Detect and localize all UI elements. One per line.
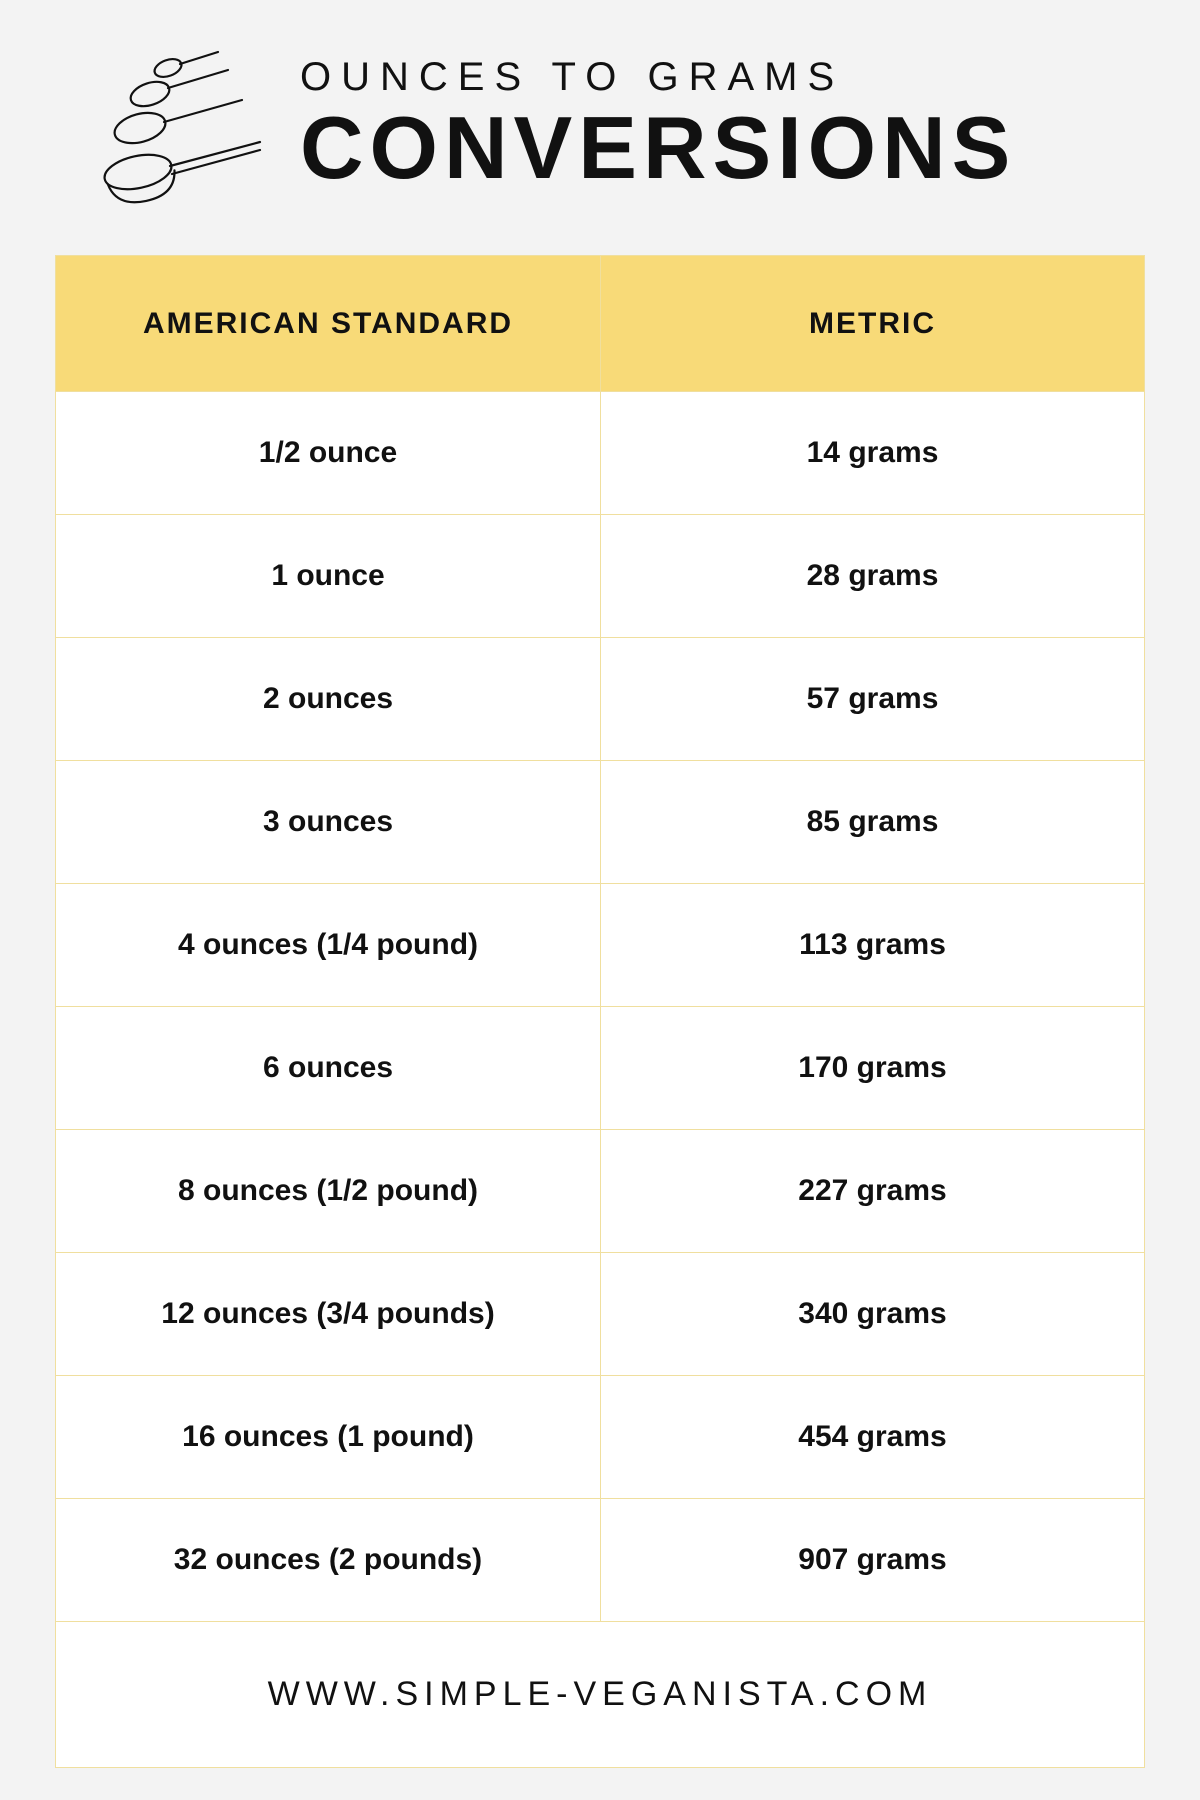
cell-metric: 85 grams [600,761,1144,883]
table-row: 8 ounces (1/2 pound) 227 grams [56,1129,1144,1252]
cell-american: 4 ounces (1/4 pound) [56,884,600,1006]
table-row: 2 ounces 57 grams [56,637,1144,760]
cell-metric: 170 grams [600,1007,1144,1129]
table-row: 12 ounces (3/4 pounds) 340 grams [56,1252,1144,1375]
table-row: 16 ounces (1 pound) 454 grams [56,1375,1144,1498]
table-row: 6 ounces 170 grams [56,1006,1144,1129]
table-header-row: AMERICAN STANDARD METRIC [56,256,1144,391]
cell-american: 1 ounce [56,515,600,637]
cell-metric: 57 grams [600,638,1144,760]
table-footer-row: WWW.SIMPLE-VEGANISTA.COM [56,1621,1144,1767]
subtitle: OUNCES TO GRAMS [300,55,1016,100]
cell-american: 1/2 ounce [56,392,600,514]
title-block: OUNCES TO GRAMS CONVERSIONS [300,50,1016,192]
table-row: 32 ounces (2 pounds) 907 grams [56,1498,1144,1621]
table-row: 1 ounce 28 grams [56,514,1144,637]
cell-metric: 28 grams [600,515,1144,637]
cell-metric: 227 grams [600,1130,1144,1252]
conversion-table: AMERICAN STANDARD METRIC 1/2 ounce 14 gr… [55,255,1145,1768]
cell-metric: 14 grams [600,392,1144,514]
cell-metric: 340 grams [600,1253,1144,1375]
cell-metric: 454 grams [600,1376,1144,1498]
cell-american: 16 ounces (1 pound) [56,1376,600,1498]
measuring-cups-icon [100,50,270,220]
cell-american: 32 ounces (2 pounds) [56,1499,600,1621]
table-row: 4 ounces (1/4 pound) 113 grams [56,883,1144,1006]
cell-american: 12 ounces (3/4 pounds) [56,1253,600,1375]
footer-url: WWW.SIMPLE-VEGANISTA.COM [56,1622,1144,1767]
cell-american: 8 ounces (1/2 pound) [56,1130,600,1252]
page: OUNCES TO GRAMS CONVERSIONS AMERICAN STA… [0,0,1200,1800]
cell-american: 6 ounces [56,1007,600,1129]
column-header-american: AMERICAN STANDARD [56,256,600,391]
table-row: 3 ounces 85 grams [56,760,1144,883]
cell-american: 2 ounces [56,638,600,760]
column-header-metric: METRIC [600,256,1144,391]
header: OUNCES TO GRAMS CONVERSIONS [55,50,1145,220]
cell-metric: 907 grams [600,1499,1144,1621]
page-title: CONVERSIONS [300,104,1016,192]
cell-metric: 113 grams [600,884,1144,1006]
table-row: 1/2 ounce 14 grams [56,391,1144,514]
cell-american: 3 ounces [56,761,600,883]
